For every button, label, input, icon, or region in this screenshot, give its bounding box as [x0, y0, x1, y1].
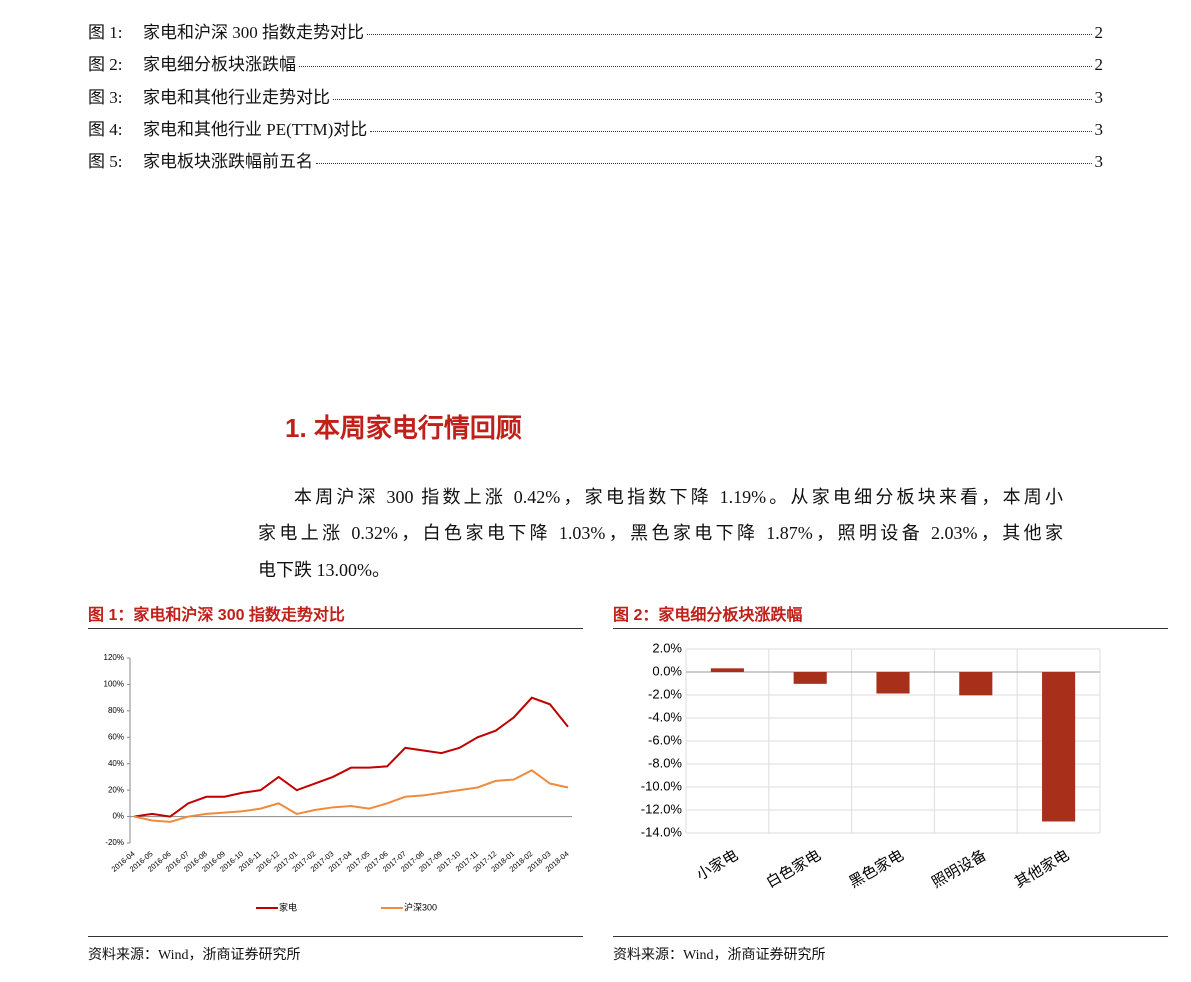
toc-page: 3	[1094, 120, 1104, 139]
toc-title: 家电和其他行业走势对比	[143, 88, 330, 107]
toc-entry: 图 1: 家电和沪深 300 指数走势对比 2	[88, 18, 1103, 43]
chart-title: 图 2：家电细分板块涨跌幅	[613, 607, 803, 624]
bar	[876, 672, 910, 694]
toc-entry: 图 4: 家电和其他行业 PE(TTM)对比 3	[88, 115, 1103, 140]
y-tick-label: -6.0%	[648, 732, 682, 747]
bar	[793, 672, 827, 684]
y-tick-label: -20%	[105, 838, 124, 847]
y-tick-label: 20%	[108, 785, 124, 794]
toc-leader	[370, 131, 1092, 132]
paragraph-line: 本周沪深 300 指数上涨 0.42%，家电指数下降 1.19%。从家电细分板块…	[294, 487, 1063, 507]
toc-title: 家电和其他行业 PE(TTM)对比	[143, 120, 368, 139]
y-tick-label: 80%	[108, 706, 124, 715]
toc-label: 图 4:	[88, 120, 123, 139]
x-tick-label: 黑色家电	[846, 847, 906, 892]
rule	[613, 628, 1168, 629]
toc-label: 图 3:	[88, 88, 123, 107]
y-tick-label: -12.0%	[641, 801, 683, 816]
rule	[88, 628, 583, 629]
y-tick-label: 60%	[108, 732, 124, 741]
toc-leader	[299, 66, 1092, 67]
toc-page: 3	[1094, 152, 1104, 171]
y-tick-label: 2.0%	[652, 640, 682, 655]
toc-label: 图 2:	[88, 55, 123, 74]
y-tick-label: 40%	[108, 759, 124, 768]
x-tick-label: 照明设备	[929, 847, 989, 892]
y-tick-label: -8.0%	[648, 755, 682, 770]
x-tick-label: 白色家电	[763, 847, 823, 892]
toc-entry: 图 5: 家电板块涨跌幅前五名 3	[88, 147, 1103, 172]
toc-label: 图 5:	[88, 152, 123, 171]
rule	[88, 936, 583, 937]
source: 资料来源：Wind，浙商证券研究所	[613, 948, 826, 963]
bar	[710, 668, 744, 672]
toc-page: 2	[1094, 55, 1104, 74]
line-series	[133, 696, 569, 818]
toc-entry: 图 3: 家电和其他行业走势对比 3	[88, 83, 1103, 108]
toc-page: 3	[1094, 88, 1104, 107]
bar	[959, 672, 993, 696]
legend-label: 沪深300	[404, 901, 437, 912]
y-tick-label: -14.0%	[641, 824, 683, 839]
toc-leader	[333, 99, 1092, 100]
x-tick-label: 其他家电	[1012, 847, 1072, 892]
chart-title: 图 1：家电和沪深 300 指数走势对比	[88, 607, 345, 624]
line-series	[133, 769, 569, 823]
toc-title: 家电细分板块涨跌幅	[143, 55, 296, 74]
section-heading: 1. 本周家电行情回顾	[285, 413, 522, 443]
y-tick-label: 100%	[104, 680, 124, 689]
y-tick-label: 0%	[112, 812, 124, 821]
paragraph-line: 家电上涨 0.32%，白色家电下降 1.03%，黑色家电下降 1.87%，照明设…	[258, 523, 1063, 543]
rule	[613, 936, 1168, 937]
toc-leader	[367, 34, 1092, 35]
legend-label: 家电	[279, 901, 297, 912]
toc-label: 图 1:	[88, 23, 123, 42]
toc-title: 家电板块涨跌幅前五名	[143, 152, 313, 171]
chart: -20%0%20%40%60%80%100%120%2016-042016-05…	[104, 653, 572, 912]
source: 资料来源：Wind，浙商证券研究所	[88, 948, 301, 963]
y-tick-label: -10.0%	[641, 778, 683, 793]
y-tick-label: -4.0%	[648, 709, 682, 724]
paragraph-line: 电下跌 13.00%。	[258, 560, 390, 580]
toc-entry: 图 2: 家电细分板块涨跌幅 2	[88, 50, 1103, 75]
toc-title: 家电和沪深 300 指数走势对比	[143, 23, 364, 42]
toc-page: 2	[1094, 23, 1104, 42]
x-tick-label: 小家电	[694, 847, 741, 884]
y-tick-label: 120%	[104, 653, 124, 662]
y-tick-label: 0.0%	[652, 663, 682, 678]
y-tick-label: -2.0%	[648, 686, 682, 701]
toc-leader	[316, 163, 1092, 164]
bar	[1042, 672, 1076, 822]
chart: -14.0% -12.0% -10.0% -8.0% -6.0% -4.0% -2.0% 0.…	[641, 640, 1101, 892]
